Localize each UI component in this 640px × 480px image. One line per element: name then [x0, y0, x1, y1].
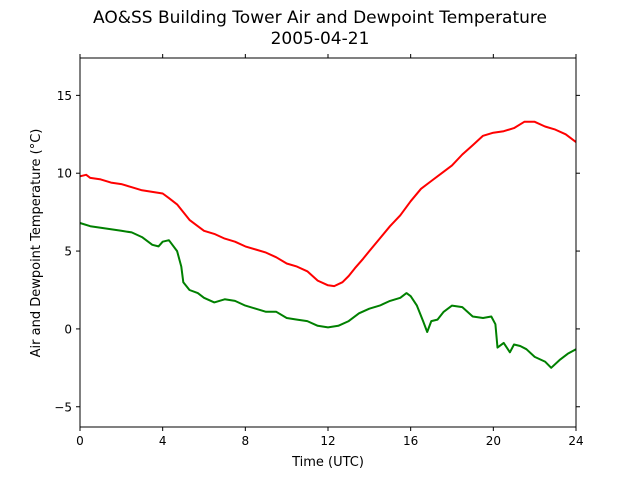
chart-title: AO&SS Building Tower Air and Dewpoint Te… [92, 8, 547, 28]
x-tick-label: 8 [242, 434, 250, 448]
ticks-layer: 0 4 8 12 16 20 24 −5 0 5 10 15 [54, 54, 584, 448]
y-tick-label: 5 [64, 245, 72, 259]
plot-frame [79, 57, 577, 428]
x-axis-label: Time (UTC) [291, 455, 364, 470]
x-tick-label: 16 [403, 434, 418, 448]
x-tick-label: 0 [76, 434, 84, 448]
y-tick-label: 15 [57, 89, 72, 103]
chart-subtitle: 2005-04-21 [270, 29, 370, 49]
series-layer [79, 120, 577, 369]
x-tick-label: 24 [568, 434, 583, 448]
y-tick-label: 0 [64, 322, 72, 336]
y-axis-label: Air and Dewpoint Temperature (°C) [29, 129, 44, 358]
x-tick-label: 12 [320, 434, 335, 448]
series-line-1 [79, 120, 577, 288]
x-tick-label: 4 [159, 434, 167, 448]
y-tick-label: −5 [54, 400, 72, 414]
y-tick-label: 10 [57, 167, 72, 181]
x-tick-label: 20 [486, 434, 501, 448]
series-line-2 [79, 222, 577, 369]
